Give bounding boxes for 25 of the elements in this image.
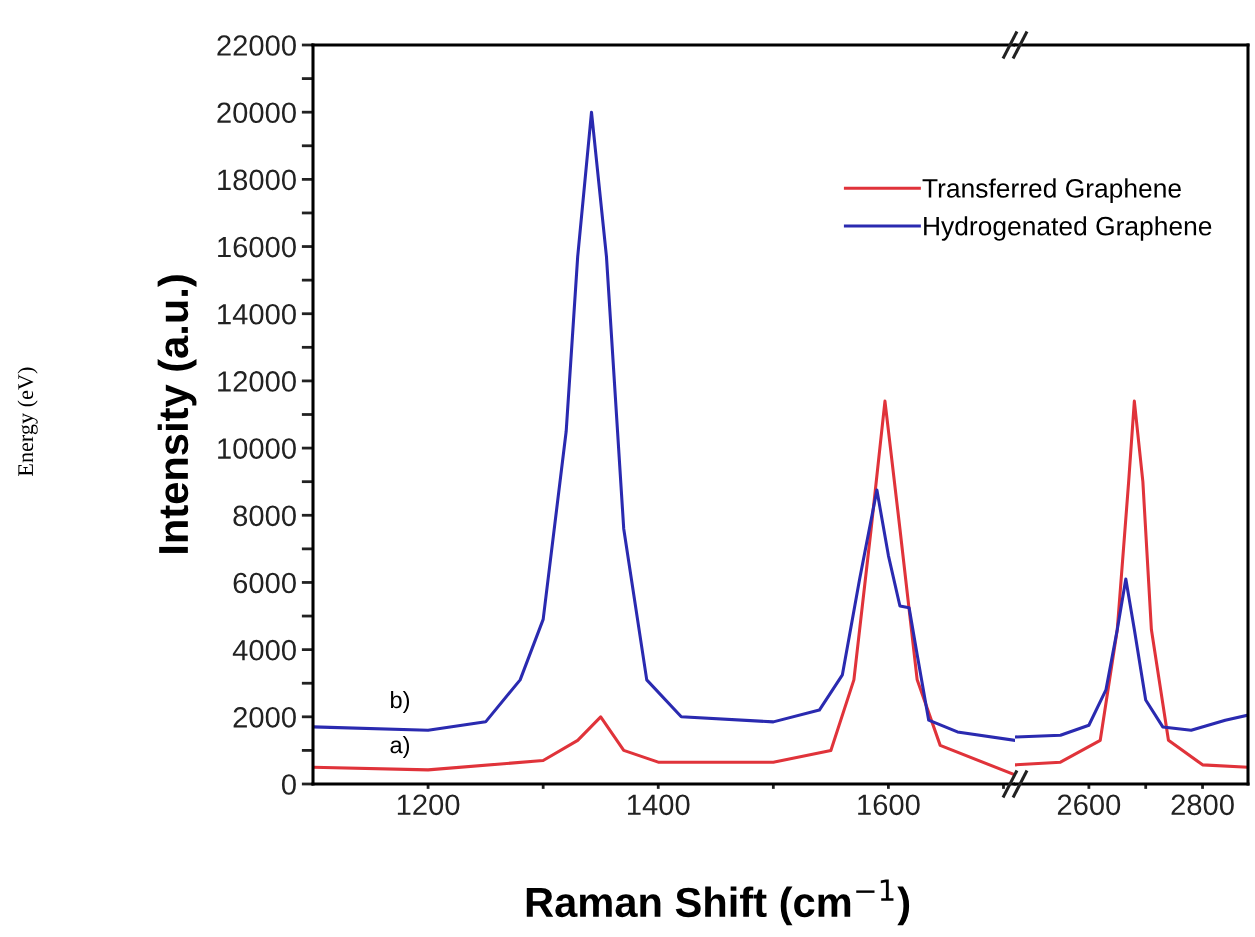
y-tick-label: 22000 xyxy=(217,35,296,56)
y-tick-label: 14000 xyxy=(218,303,296,325)
y-tick-label: 12000 xyxy=(218,371,296,392)
y-tick-label: 6000 xyxy=(233,572,296,594)
y-tick-label: 0 xyxy=(281,774,296,795)
x-axis-title: Raman Shift (cm$^{−1}$) xyxy=(526,879,910,926)
y-tick-label: 4000 xyxy=(232,639,296,661)
legend-label: Hydrogenated Graphene xyxy=(924,216,1212,241)
x-tick-label: 1200 xyxy=(397,794,460,816)
y-tick-label: 10000 xyxy=(218,438,296,459)
x-tick-label: 2800 xyxy=(1171,794,1234,816)
x-tick-label: 2600 xyxy=(1057,794,1121,816)
y-axis-title: Intensity (a.u.) xyxy=(157,275,197,553)
annotation: a) xyxy=(390,735,410,758)
y-tick-label: 18000 xyxy=(218,169,296,191)
legend-label: Transferred Graphene xyxy=(922,178,1181,203)
annotation: b) xyxy=(391,690,410,713)
text: Energy (eV) xyxy=(17,367,38,477)
y-tick-label: 16000 xyxy=(218,236,296,258)
y-tick-label: 8000 xyxy=(233,505,296,527)
y-tick-label: 20000 xyxy=(217,102,296,124)
y-tick-label: 2000 xyxy=(233,707,296,728)
x-tick-label: 1600 xyxy=(858,794,920,816)
x-tick-label: 1400 xyxy=(628,794,690,816)
line-series xyxy=(313,399,1015,777)
